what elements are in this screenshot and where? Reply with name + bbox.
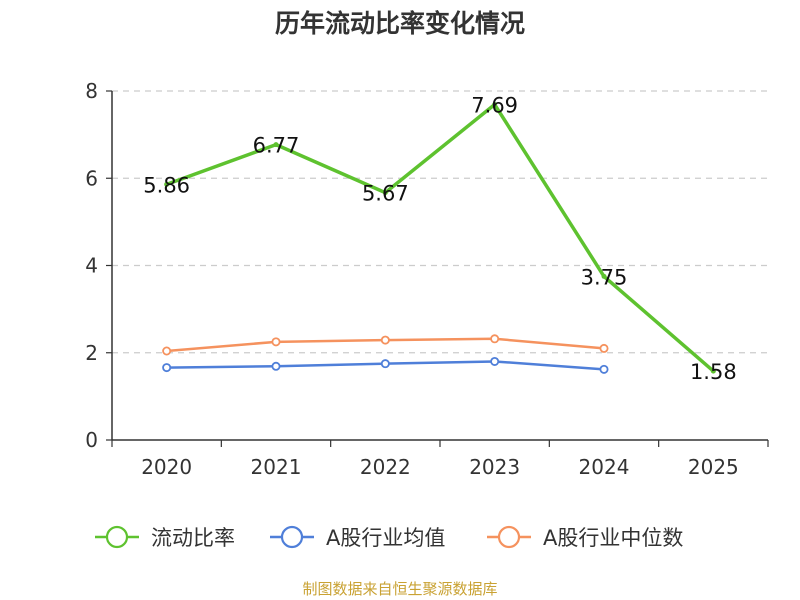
chart-title: 历年流动比率变化情况 [274,9,525,38]
point-1-2022 [380,359,390,369]
grid-lines [112,90,768,354]
x-tick-label-2024: 2024 [579,455,630,479]
legend-swatch-marker-0 [105,525,129,549]
point-2-2023 [490,334,500,344]
data-label-2020: 5.86 [143,173,190,197]
legend: 流动比率 A股行业均值 A股行业中位数 [95,525,683,550]
point-1-2020 [162,363,172,373]
legend-label-1: A股行业均值 [326,526,445,550]
series-lines [162,102,716,374]
point-2-2024 [599,343,609,353]
point-0-2025 [710,368,716,374]
data-label-2021: 6.77 [253,134,300,158]
legend-swatch-marker-2 [497,525,521,549]
point-1-2024 [599,364,609,374]
data-label-2024: 3.75 [581,265,628,289]
x-tick-label-2023: 2023 [469,455,520,479]
data-label-2022: 5.67 [362,182,409,206]
legend-swatch-marker-1 [280,525,304,549]
y-tick-label-6: 6 [85,166,98,190]
point-0-2023 [492,102,498,108]
point-1-2021 [271,361,281,371]
point-2-2022 [380,335,390,345]
point-0-2020 [164,181,170,187]
point-1-2023 [490,356,500,366]
point-0-2024 [601,273,607,279]
point-2-2020 [162,346,172,356]
source-note: 制图数据来自恒生聚源数据库 [302,580,498,598]
legend-label-0: 流动比率 [151,526,235,550]
point-0-2021 [273,142,279,148]
x-tick-label-2022: 2022 [360,455,411,479]
y-tick-label-4: 4 [85,254,98,278]
legend-label-2: A股行业中位数 [543,526,683,550]
y-tick-label-2: 2 [85,341,98,365]
data-label-2025: 1.58 [690,360,737,384]
point-0-2022 [382,190,388,196]
data-labels: 5.86 6.77 5.67 7.69 3.75 1.58 [143,94,736,385]
point-2-2021 [271,337,281,347]
series-line-0 [166,102,715,373]
data-label-2023: 7.69 [471,94,518,118]
x-tick-label-2020: 2020 [141,455,192,479]
x-tick-label-2025: 2025 [688,455,739,479]
y-tick-label-8: 8 [85,79,98,103]
axes: 0 2 4 6 8 2020 2021 2022 2023 2024 2025 [85,79,769,479]
y-tick-label-0: 0 [85,428,98,452]
x-tick-label-2021: 2021 [251,455,302,479]
